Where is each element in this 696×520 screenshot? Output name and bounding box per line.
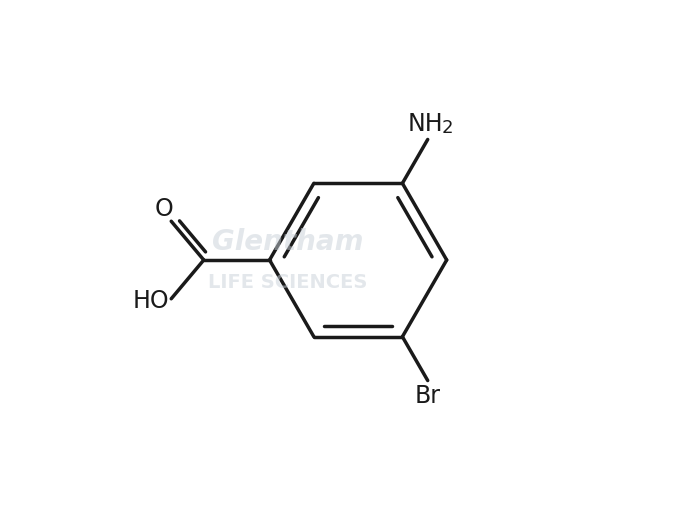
Text: 2: 2 xyxy=(441,119,452,137)
Text: O: O xyxy=(155,197,173,220)
Text: Br: Br xyxy=(415,384,441,408)
Text: LIFE SCIENCES: LIFE SCIENCES xyxy=(207,274,367,292)
Text: NH: NH xyxy=(407,112,443,136)
Text: Glentham: Glentham xyxy=(212,228,363,256)
Text: HO: HO xyxy=(133,289,169,314)
